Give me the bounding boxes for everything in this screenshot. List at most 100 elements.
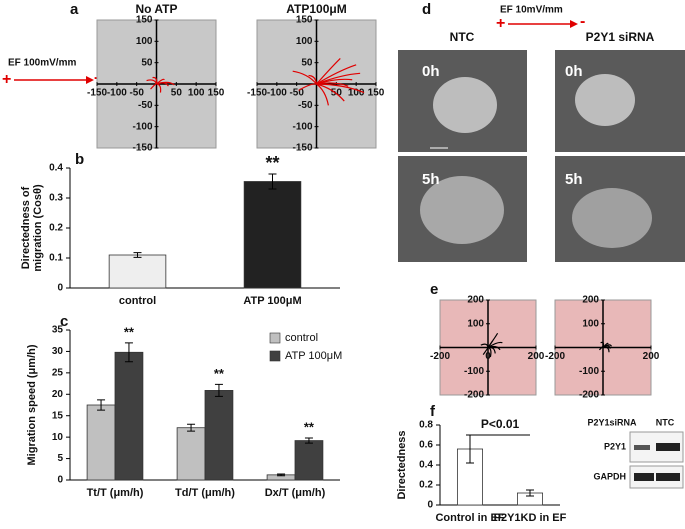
y-tick-label: 10 — [52, 432, 64, 443]
cell-cluster — [433, 77, 497, 133]
x-tick-label: Control in EF — [435, 512, 504, 524]
y-tick-label: 100 — [136, 36, 153, 47]
error-bar — [526, 489, 534, 497]
trajectory — [308, 74, 318, 85]
trajectory — [152, 76, 158, 85]
trajectory — [316, 83, 365, 94]
x-tick-label: 100 — [188, 88, 205, 99]
trajectory — [292, 70, 317, 85]
legend-swatch — [269, 350, 281, 362]
y-tick-label: -150 — [132, 143, 152, 154]
field-arrowhead — [86, 76, 94, 84]
field-plus: + — [496, 15, 505, 32]
y-axis-label: migration (Cosθ) — [32, 184, 44, 272]
time-label: 5h — [565, 171, 583, 188]
y-tick-label: 0.6 — [419, 440, 433, 451]
y-tick-label: -100 — [132, 121, 152, 132]
cell-cluster — [572, 188, 652, 248]
x-tick-label: 150 — [208, 88, 225, 99]
error-bar — [97, 399, 106, 411]
y-tick-label: -200 — [579, 390, 599, 401]
significance: ** — [124, 324, 135, 339]
x-tick-label: -200 — [430, 351, 450, 362]
trajectory — [487, 345, 501, 351]
significance: ** — [304, 419, 315, 434]
field-arrowhead — [570, 20, 578, 28]
trajectory — [602, 345, 611, 349]
trajectory — [316, 72, 361, 85]
legend-label: ATP 100μM — [285, 350, 342, 362]
trajectory — [298, 83, 317, 91]
y-tick-label: -100 — [464, 366, 484, 377]
x-tick-label: 200 — [643, 351, 660, 362]
y-tick-label: 35 — [52, 325, 64, 336]
panel-label: e — [430, 281, 438, 298]
trajectory — [316, 82, 349, 87]
panel-label: a — [70, 1, 79, 18]
y-tick-label: 0.1 — [49, 253, 63, 264]
column-label: P2Y1 siRNA — [586, 30, 655, 44]
y-tick-label: -100 — [292, 121, 312, 132]
significance: ** — [214, 366, 225, 381]
y-tick-label: 0.4 — [49, 163, 63, 174]
x-tick-label: -50 — [289, 88, 304, 99]
trajectory — [316, 57, 341, 85]
y-tick-label: -50 — [138, 100, 153, 111]
field-minus: - — [580, 13, 585, 30]
x-tick-label: -100 — [267, 88, 287, 99]
bar — [204, 390, 234, 481]
band — [634, 445, 650, 450]
band — [634, 473, 654, 481]
y-tick-label: 0 — [57, 283, 63, 294]
error-bar — [187, 423, 196, 432]
x-tick-label: ATP 100μM — [243, 295, 301, 307]
x-tick-label: Dx/T (μm/h) — [265, 487, 326, 499]
y-tick-label: 15 — [52, 410, 64, 421]
y-tick-label: 0 — [57, 475, 63, 486]
chart-title: ATP100μM — [286, 2, 346, 16]
panel-label: c — [60, 313, 68, 330]
legend-swatch — [269, 332, 281, 344]
column-label: NTC — [450, 30, 475, 44]
trajectory — [487, 346, 492, 358]
x-tick-label: 0 — [485, 351, 491, 362]
legend-label: control — [285, 332, 318, 344]
y-tick-label: 0.8 — [419, 420, 433, 431]
y-tick-label: 200 — [467, 295, 484, 306]
y-tick-label: 20 — [52, 389, 64, 400]
time-label: 5h — [422, 171, 440, 188]
panel-label: d — [422, 1, 431, 18]
y-tick-label: 100 — [296, 36, 313, 47]
y-tick-label: 50 — [141, 57, 153, 68]
y-tick-label: 0.2 — [419, 480, 433, 491]
trajectory — [156, 81, 175, 86]
x-tick-label: -100 — [107, 88, 127, 99]
panel-label: f — [430, 403, 436, 420]
error-bar — [268, 173, 277, 190]
y-tick-label: -100 — [579, 366, 599, 377]
trajectory — [316, 83, 329, 106]
x-tick-label: -50 — [129, 88, 144, 99]
row-label: GAPDH — [593, 471, 626, 481]
y-tick-label: 0.4 — [419, 460, 433, 471]
field-label: EF 100mV/mm — [8, 58, 76, 69]
y-tick-label: 100 — [467, 318, 484, 329]
error-bar — [124, 342, 133, 363]
y-tick-label: 150 — [136, 15, 153, 26]
error-bar — [133, 252, 142, 258]
row-label: P2Y1 — [604, 441, 626, 451]
x-tick-label: 50 — [171, 88, 183, 99]
trajectory — [316, 64, 357, 85]
y-axis-label: Directedness of — [20, 186, 32, 269]
bar — [176, 427, 206, 481]
error-bar — [304, 437, 313, 444]
x-tick-label: Tt/T (μm/h) — [87, 487, 144, 499]
y-tick-label: 25 — [52, 367, 64, 378]
error-bar — [214, 383, 223, 397]
x-tick-label: -150 — [87, 88, 107, 99]
micrographs — [398, 50, 685, 262]
y-tick-label: 200 — [582, 295, 599, 306]
y-tick-label: 150 — [296, 15, 313, 26]
y-axis-label: Directedness — [396, 430, 408, 499]
